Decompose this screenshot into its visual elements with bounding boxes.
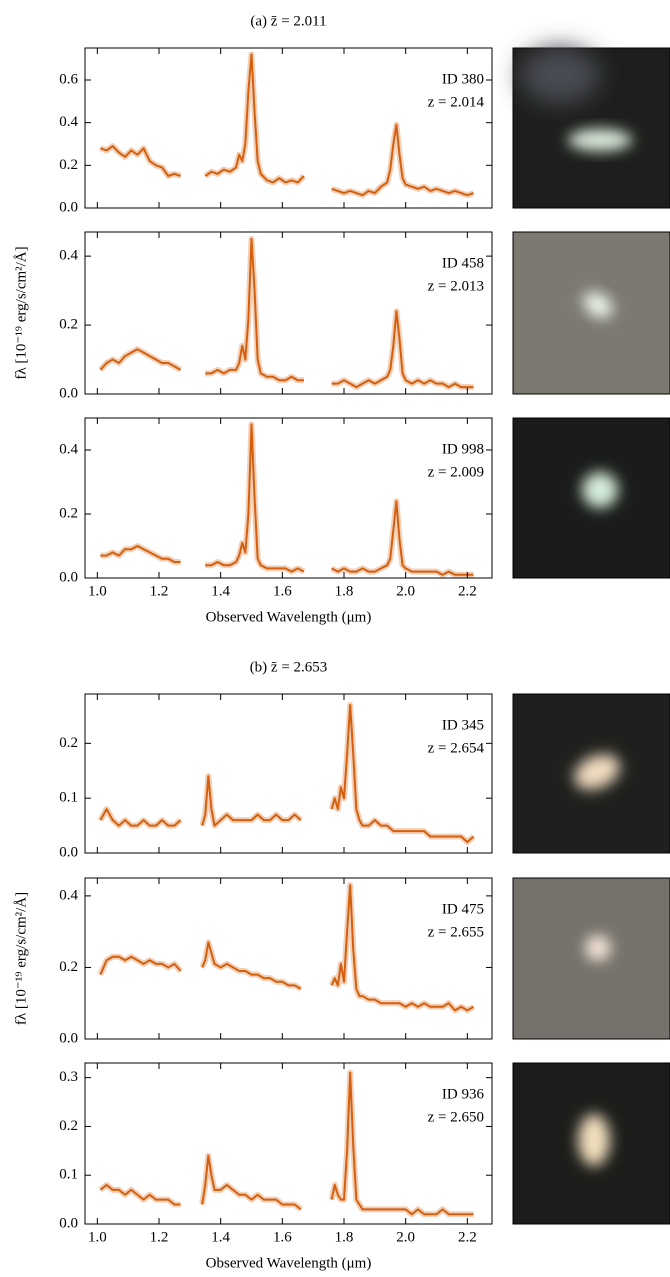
spectrum-panel: 0.0 0.2 0.4 fλ [10⁻¹⁹ erg/s/cm²/Å] ID 458 z =… — [13, 231, 493, 401]
y-tick-label: 0.4 — [59, 441, 78, 457]
spectrum-band — [99, 51, 475, 199]
panel-annotation: ID 380 — [442, 71, 484, 87]
spectrum-panel: (b) z̄ = 2.653 0.0 0.1 0.2 ID 345 z = 2.654 — [59, 659, 493, 860]
axes-frame — [84, 877, 493, 1040]
y-tick-label: 0.4 — [59, 887, 78, 903]
x-tick-label: 2.0 — [396, 1229, 415, 1245]
x-tick-label: 1.4 — [211, 1229, 230, 1245]
cutout-image — [512, 231, 670, 395]
spectrum-band — [97, 701, 476, 846]
axes-frame — [84, 47, 493, 209]
axes-frame — [84, 1062, 493, 1225]
y-tick-label: 0.2 — [59, 959, 78, 975]
panel-group-title: (a) z̄ = 2.011 — [250, 13, 326, 29]
cutout-image — [512, 877, 670, 1040]
spectrum-band — [97, 882, 476, 1014]
x-tick-label: 1.6 — [273, 583, 292, 599]
y-axis-label: fλ [10⁻¹⁹ erg/s/cm²/Å] — [13, 246, 29, 379]
y-tick-label: 0.4 — [59, 248, 78, 264]
y-tick-label: 0.3 — [59, 1069, 78, 1085]
spectrum-panel: 0.0 0.2 0.4 fλ [10⁻¹⁹ erg/s/cm²/Å] ID 475 z =… — [13, 877, 493, 1046]
axes-frame — [84, 231, 493, 395]
x-tick-label: 1.4 — [211, 583, 230, 599]
y-tick-label: 0.2 — [59, 505, 78, 521]
x-tick-label: 1.8 — [335, 1229, 354, 1245]
y-tick-label: 0.6 — [59, 71, 78, 87]
cutout-image — [512, 47, 670, 209]
cutout-image — [512, 1062, 670, 1225]
spectrum-panel: 0.0 0.2 0.4 1.0 1.2 1.4 1.6 1.8 2.0 2.2 Observed W… — [59, 417, 493, 625]
panel-annotation: z = 2.654 — [428, 740, 485, 756]
y-tick-label: 0.0 — [59, 199, 78, 215]
panel-annotation: ID 458 — [442, 255, 484, 271]
panel-annotation: z = 2.009 — [428, 464, 484, 480]
cutout-image — [512, 417, 670, 579]
spectrum-line — [99, 884, 475, 1012]
y-tick-label: 0.4 — [59, 114, 78, 130]
panel-annotation: z = 2.013 — [428, 278, 484, 294]
spectrum-line — [99, 703, 475, 844]
panel-group-title: (b) z̄ = 2.653 — [250, 659, 328, 675]
spectrum-band — [100, 421, 474, 578]
cutout-images — [512, 47, 670, 1225]
spectrum-band — [98, 235, 474, 391]
y-tick-label: 0.0 — [59, 569, 78, 585]
x-axis-label: Observed Wavelength (μm) — [206, 609, 372, 625]
y-tick-label: 0.0 — [59, 385, 78, 401]
panel-annotation: ID 998 — [442, 441, 484, 457]
y-tick-label: 0.1 — [59, 790, 78, 806]
x-tick-label: 1.2 — [150, 583, 169, 599]
spectrum-line — [100, 53, 474, 197]
x-tick-label: 1.0 — [88, 583, 107, 599]
spectrum-panel: 0.0 0.1 0.2 0.3 1.0 1.2 1.4 1.6 1.8 2.0 2.2 Observe… — [59, 1062, 493, 1271]
spectrum-line — [99, 237, 474, 389]
axes-frame — [84, 417, 493, 579]
x-tick-label: 2.2 — [458, 1229, 477, 1245]
y-tick-label: 0.2 — [59, 317, 78, 333]
panel-annotation: ID 475 — [442, 901, 484, 917]
spectrum-band — [98, 1069, 474, 1218]
x-tick-label: 2.0 — [396, 583, 415, 599]
panel-annotation: ID 936 — [442, 1086, 485, 1102]
axes-frame — [84, 693, 493, 854]
spectrum-panel: (a) z̄ = 2.011 0.0 0.2 0.4 0.6 ID 380 z = 2.01… — [59, 13, 493, 215]
x-tick-label: 2.2 — [458, 583, 477, 599]
panel-annotation: z = 2.655 — [428, 924, 484, 940]
y-tick-label: 0.2 — [59, 157, 78, 173]
panel-annotation: z = 2.650 — [428, 1109, 484, 1125]
y-tick-label: 0.1 — [59, 1167, 78, 1183]
cutout-image — [512, 693, 670, 854]
y-axis-label: fλ [10⁻¹⁹ erg/s/cm²/Å] — [13, 892, 29, 1025]
y-tick-label: 0.0 — [59, 844, 78, 860]
y-tick-label: 0.0 — [59, 1215, 78, 1231]
x-tick-label: 1.6 — [273, 1229, 292, 1245]
spectrum-line — [99, 1071, 474, 1216]
panel-annotation: ID 345 — [442, 717, 484, 733]
y-tick-label: 0.2 — [59, 735, 78, 751]
x-tick-label: 1.0 — [88, 1229, 107, 1245]
panel-annotation: z = 2.014 — [428, 94, 485, 110]
x-tick-label: 1.2 — [150, 1229, 169, 1245]
y-tick-label: 0.2 — [59, 1118, 78, 1134]
x-axis-label: Observed Wavelength (μm) — [206, 1255, 372, 1271]
x-tick-label: 1.8 — [335, 583, 354, 599]
spectrum-line — [100, 423, 474, 576]
y-tick-label: 0.0 — [59, 1030, 78, 1046]
